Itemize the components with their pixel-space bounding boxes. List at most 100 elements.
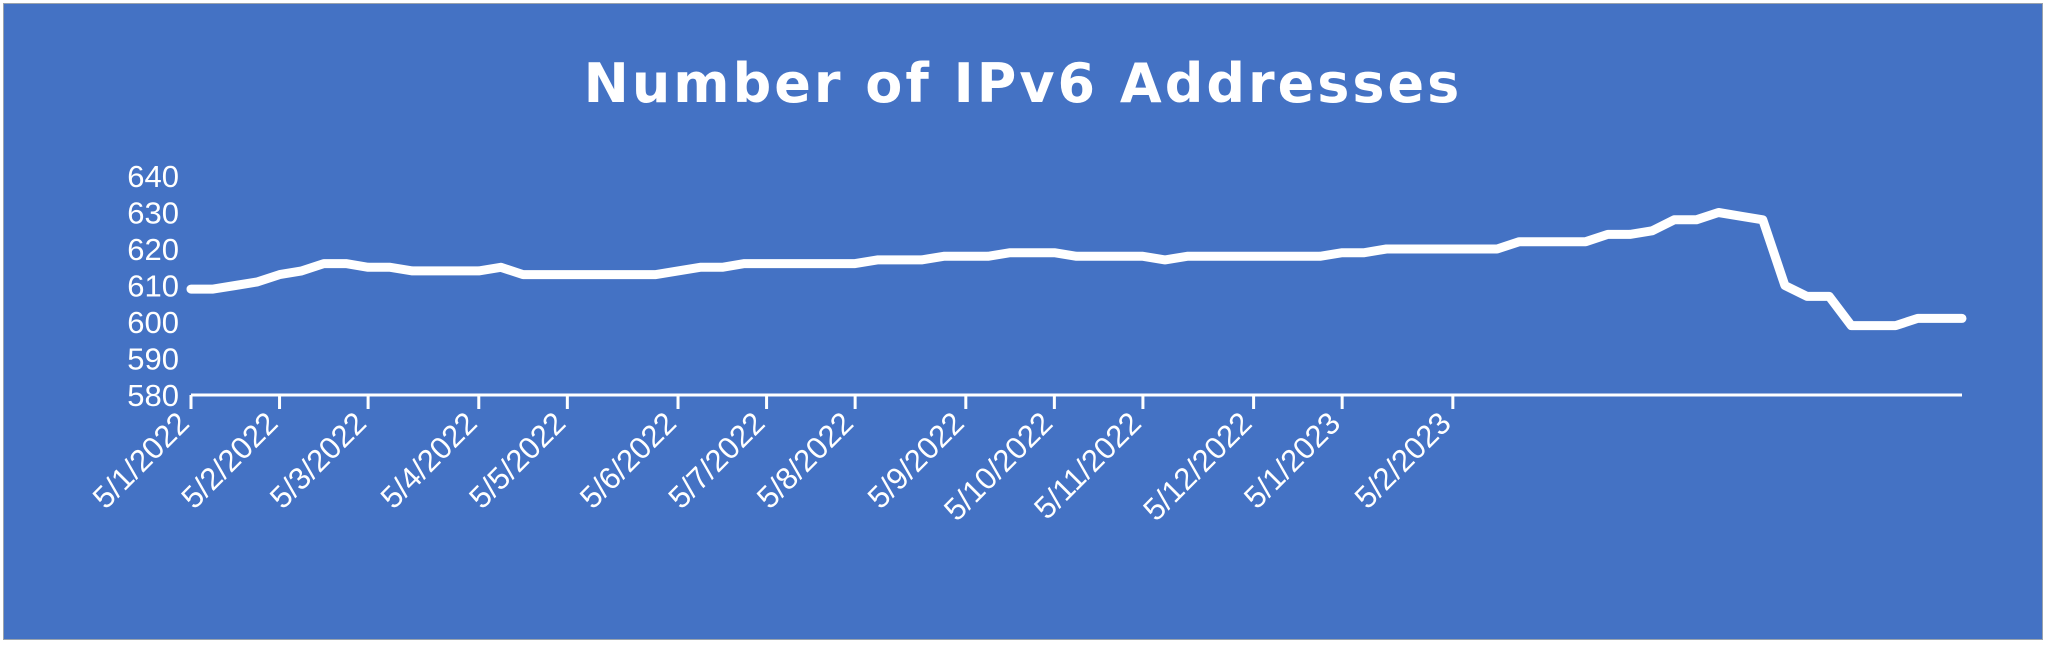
y-tick-label: 630: [127, 196, 179, 231]
data-point: [1563, 241, 1565, 243]
data-point: [1740, 215, 1742, 217]
data-point: [1695, 219, 1697, 221]
x-tick-label: 5/5/2022: [462, 405, 572, 515]
data-point: [655, 274, 657, 276]
data-point: [743, 263, 745, 265]
chart-title: Number of IPv6 Addresses: [583, 52, 1463, 115]
data-point: [1474, 248, 1476, 250]
data-point: [1076, 255, 1077, 257]
data-point: [921, 259, 923, 261]
data-point: [876, 259, 878, 261]
data-point: [1518, 241, 1520, 243]
data-point: [1341, 252, 1343, 254]
data-point: [1540, 241, 1542, 243]
y-tick-label: 640: [127, 159, 179, 194]
data-point: [212, 288, 214, 290]
data-point: [788, 263, 790, 265]
data-point: [1806, 295, 1808, 297]
data-point: [1895, 325, 1897, 327]
data-point: [323, 263, 325, 265]
data-point: [1230, 255, 1232, 257]
data-point: [1319, 255, 1321, 257]
x-tick-label: 5/1/2023: [1237, 405, 1347, 515]
data-point: [943, 255, 945, 257]
data-point: [1009, 252, 1011, 254]
data-point: [1031, 252, 1033, 254]
data-point: [1408, 248, 1410, 250]
x-tick-label: 5/2/2022: [174, 405, 284, 515]
data-point: [234, 285, 236, 286]
data-point: [1363, 252, 1365, 254]
data-point: [633, 274, 635, 276]
data-point: [478, 270, 480, 272]
data-point: [1253, 255, 1255, 257]
data-point: [1585, 241, 1587, 243]
data-point: [965, 255, 967, 257]
data-point: [522, 274, 524, 276]
data-point: [832, 263, 834, 265]
x-tick-label: 5/3/2022: [263, 405, 373, 515]
data-point: [566, 274, 568, 276]
x-tick-label: 5/6/2022: [573, 405, 683, 515]
data-point: [1917, 317, 1919, 319]
data-point: [434, 270, 436, 272]
data-point: [677, 270, 679, 272]
data-point: [544, 274, 546, 276]
data-point: [1850, 325, 1852, 327]
data-point: [1828, 295, 1830, 297]
x-tick-label: 5/8/2022: [750, 405, 860, 515]
x-tick-label: 5/7/2022: [661, 405, 771, 515]
x-tick-label: 5/12/2022: [1136, 405, 1258, 527]
data-point: [1607, 233, 1609, 235]
data-point: [1186, 255, 1188, 257]
data-point: [1717, 212, 1719, 213]
data-point: [279, 274, 281, 276]
data-point: [389, 266, 391, 268]
data-point: [1762, 219, 1764, 221]
data-point: [1939, 317, 1941, 319]
data-point: [345, 263, 347, 265]
data-point: [1961, 317, 1963, 319]
data-point: [1142, 255, 1144, 257]
data-point: [1053, 252, 1055, 254]
data-point: [301, 270, 303, 272]
chart-frame: Number of IPv6 Addresses 580 590 600 610 620…: [3, 3, 2043, 640]
x-tick-label: 5/4/2022: [374, 405, 484, 515]
data-point: [456, 270, 458, 272]
data-point: [588, 274, 590, 276]
data-point: [256, 281, 258, 283]
data-point: [1275, 255, 1277, 257]
x-tick-label: 5/2/2023: [1348, 405, 1458, 515]
data-point: [1385, 248, 1387, 250]
data-point: [367, 266, 369, 268]
data-point: [1872, 325, 1874, 327]
data-point: [1673, 219, 1675, 221]
data-point: [611, 274, 613, 276]
data-point: [810, 263, 812, 265]
data-point: [854, 263, 856, 265]
data-point: [1430, 248, 1432, 250]
y-tick-label: 600: [127, 305, 179, 340]
data-point: [190, 288, 192, 290]
data-point: [898, 259, 900, 261]
data-point: [1098, 255, 1100, 257]
x-tick-label: 5/1/2022: [86, 405, 196, 515]
y-tick-label: 580: [127, 378, 179, 413]
data-point: [1120, 255, 1122, 257]
data-point: [721, 266, 723, 268]
data-point: [1629, 233, 1631, 235]
data-point: [411, 270, 413, 272]
y-tick-label: 620: [127, 232, 179, 267]
data-point: [1651, 230, 1653, 232]
data-point: [1297, 255, 1299, 257]
data-point: [500, 266, 502, 268]
data-point: [1784, 285, 1786, 286]
data-point: [766, 263, 768, 265]
data-point: [1164, 259, 1166, 261]
data-point: [1452, 248, 1454, 250]
data-point: [987, 255, 989, 257]
data-point: [699, 266, 701, 268]
y-tick-label: 590: [127, 342, 179, 377]
data-point: [1208, 255, 1210, 257]
